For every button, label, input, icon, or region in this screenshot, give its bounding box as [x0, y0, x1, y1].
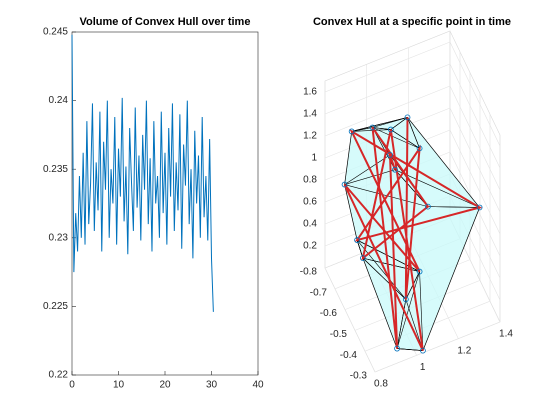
hull-edge [427, 206, 480, 208]
z-tick-label: 0.8 [303, 175, 317, 186]
hull-edge [356, 239, 364, 259]
hull-edge [351, 129, 391, 132]
y-tick-label: -0.4 [340, 350, 358, 361]
grid-line [449, 63, 501, 169]
x-tick-label: 20 [159, 380, 171, 391]
hull-edge [351, 127, 373, 132]
point-marker [394, 345, 400, 352]
point-marker [425, 203, 431, 210]
hull-edge [390, 129, 420, 149]
data-line [71, 34, 214, 312]
point-marker [360, 255, 366, 262]
y-tick-label: 0.235 [43, 164, 68, 175]
y-tick-label: 0.24 [49, 95, 69, 106]
y-tick-label: 0.245 [43, 27, 68, 38]
y-tick-label: -0.3 [350, 371, 368, 382]
point-marker [404, 114, 411, 121]
grid-line [449, 41, 501, 147]
hull-edge [372, 127, 391, 130]
hull-edge [344, 154, 391, 185]
z-tick-label: 0.2 [303, 241, 317, 252]
hull-edge [362, 257, 407, 300]
point-marker [420, 347, 426, 354]
y-tick-label: 0.22 [49, 370, 69, 381]
point-marker [416, 145, 423, 152]
grid-line [449, 107, 501, 213]
grid-line [324, 267, 376, 373]
z-tick-label: 0.6 [303, 197, 317, 208]
hull-edge [390, 117, 408, 130]
z-tick-label: 1.4 [303, 109, 317, 120]
point-marker [476, 204, 483, 211]
x-tick-label: 10 [113, 380, 125, 391]
hull-edge [397, 348, 423, 351]
x-tick-label: 0 [69, 380, 75, 391]
x-tick-label: 30 [206, 380, 218, 391]
point-marker [341, 181, 348, 188]
chart-title: Volume of Convex Hull over time [80, 16, 251, 28]
y-tick-label: -0.6 [320, 308, 338, 319]
x-tick-label: 1.4 [499, 329, 513, 340]
trajectory-line [343, 117, 483, 352]
point-marker [387, 126, 394, 133]
grid-line [449, 129, 501, 235]
z-tick-label: 1 [311, 153, 317, 164]
hull-edge [344, 169, 396, 185]
x-tick-label: 40 [252, 380, 264, 391]
x-tick-label: 1 [420, 362, 426, 373]
point-marker [348, 128, 355, 135]
z-tick-label: 1.2 [303, 131, 317, 142]
y-tick-label: 0.225 [43, 301, 68, 312]
hull-edge [372, 127, 420, 149]
grid-line [324, 63, 451, 115]
y-tick-label: -0.7 [310, 287, 328, 298]
hull-edge [396, 299, 407, 349]
point-marker [416, 268, 423, 275]
point-marker [354, 237, 360, 243]
hull-edge [394, 169, 480, 208]
point-marker [392, 166, 398, 173]
hull-edge [351, 117, 408, 132]
hull-edge [407, 117, 420, 149]
grid-line [374, 321, 501, 373]
z-tick-label: 1.6 [303, 87, 317, 98]
point-marker [402, 296, 409, 303]
grid-line [449, 85, 501, 191]
axes-box [71, 31, 259, 376]
z-tick-label: 0.4 [303, 219, 317, 230]
point-marker [387, 151, 393, 158]
hull-edge [419, 271, 424, 351]
grid-line [324, 85, 451, 137]
y-tick-label: -0.8 [300, 267, 318, 278]
hull-edge [396, 271, 420, 349]
y-tick-label: -0.5 [330, 329, 348, 340]
point-marker [369, 124, 376, 131]
y-tick-label: 0.23 [49, 232, 69, 243]
x-tick-label: 0.8 [374, 379, 388, 390]
x-tick-label: 1.2 [457, 345, 471, 356]
grid-line [324, 41, 451, 93]
chart-title: Convex Hull at a specific point in time [313, 16, 511, 28]
